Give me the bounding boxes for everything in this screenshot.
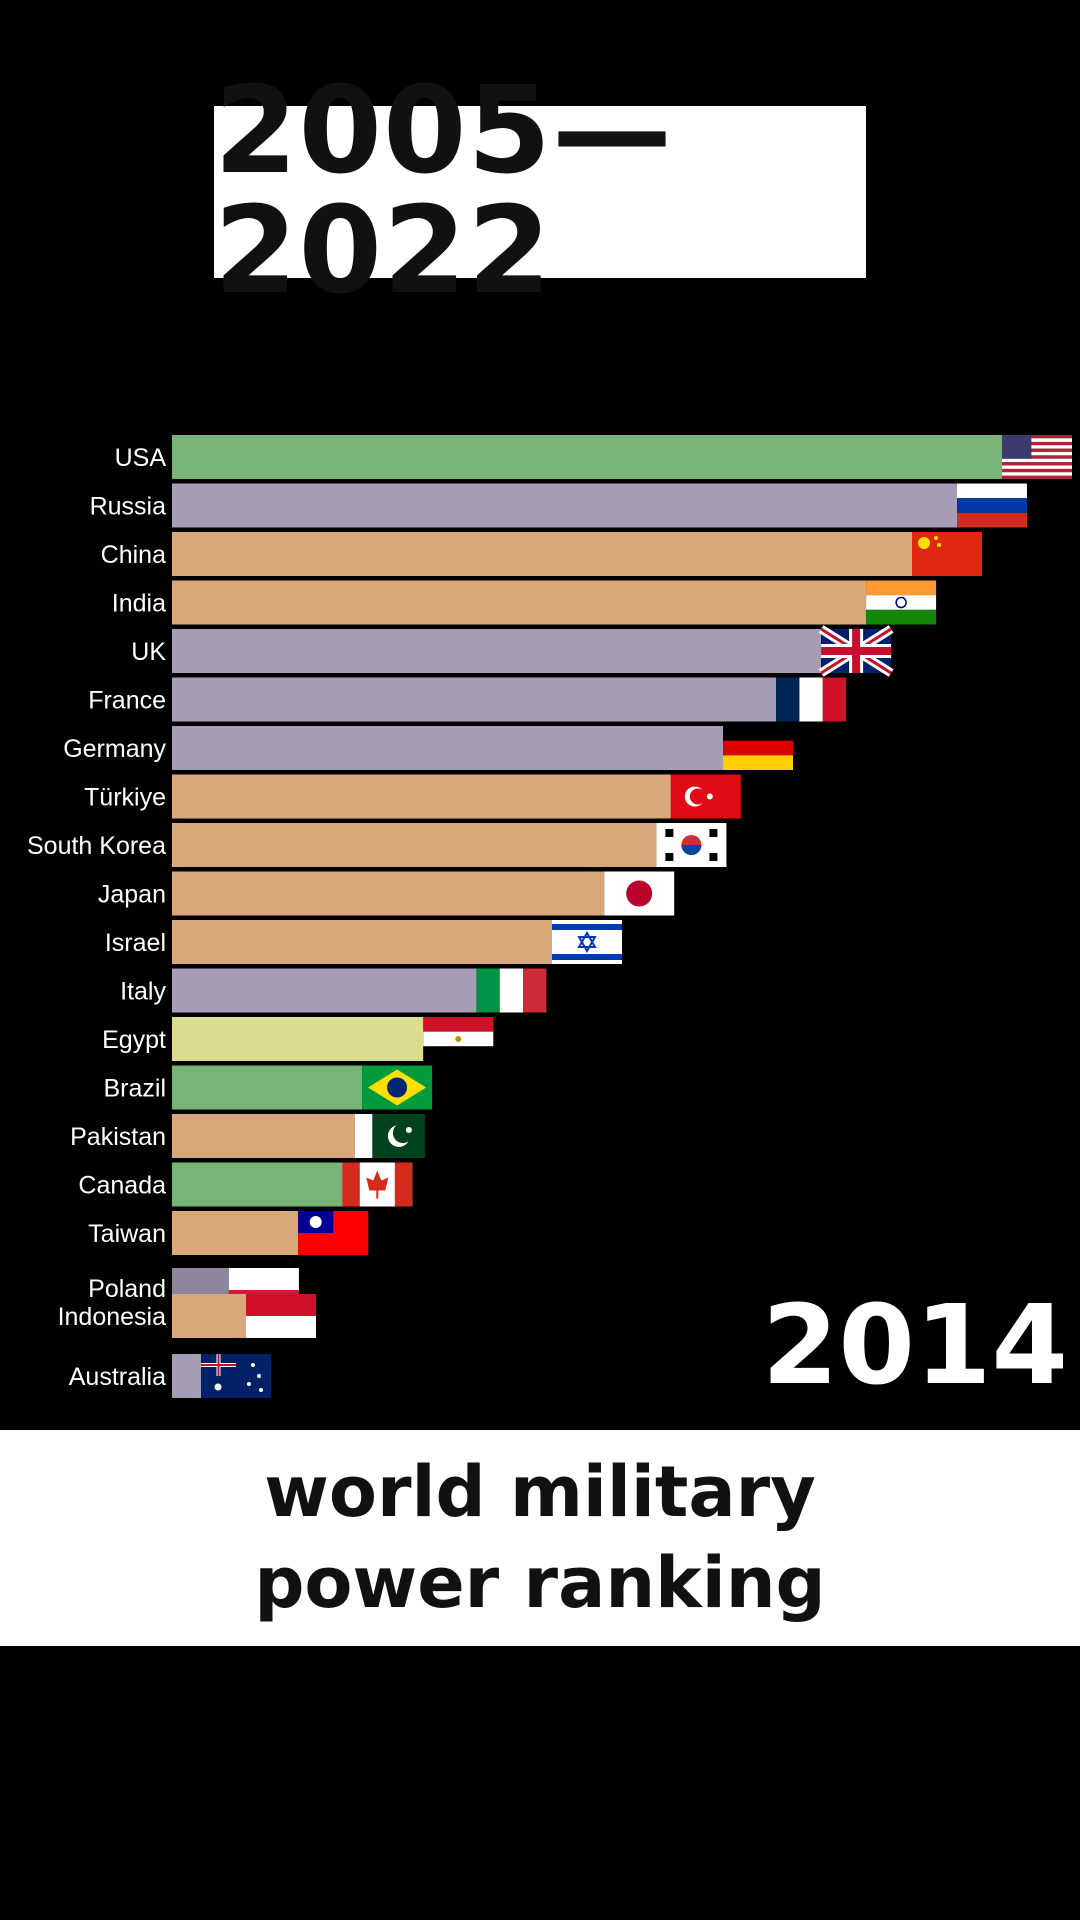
country-label: China xyxy=(101,541,166,569)
usa-flag-icon xyxy=(1002,435,1072,479)
china-flag-icon xyxy=(912,532,982,576)
bar xyxy=(172,532,912,576)
country-label: South Korea xyxy=(27,832,166,860)
turkiye-flag-icon xyxy=(670,774,741,819)
page-title: 2005—2022 xyxy=(214,62,673,321)
country-label: Indonesia xyxy=(58,1303,167,1331)
caption-banner: world military power ranking xyxy=(0,1430,1080,1646)
bar xyxy=(172,920,552,964)
year-counter: 2014 xyxy=(761,1281,1068,1409)
bar xyxy=(172,435,1002,479)
country-label: Russia xyxy=(90,493,167,521)
bar xyxy=(172,774,671,819)
country-label: Australia xyxy=(69,1363,166,1391)
country-label: India xyxy=(112,590,166,618)
egypt-flag-icon xyxy=(423,1017,494,1061)
uk-flag-icon xyxy=(818,625,894,677)
country-label: France xyxy=(88,687,166,715)
country-label: Japan xyxy=(98,881,166,909)
country-label: Türkiye xyxy=(84,784,166,812)
country-label: UK xyxy=(131,638,166,666)
caption: world military power ranking xyxy=(254,1451,826,1624)
country-label: USA xyxy=(115,444,167,472)
bar xyxy=(172,1017,424,1061)
country-label: Germany xyxy=(63,735,166,763)
canada-flag-icon xyxy=(342,1162,413,1207)
country-label: Italy xyxy=(120,978,166,1006)
country-label: Brazil xyxy=(103,1075,166,1103)
country-label: Poland xyxy=(88,1275,166,1303)
bar xyxy=(172,726,723,770)
brazil-flag-icon xyxy=(362,1065,433,1110)
country-label: Canada xyxy=(78,1172,166,1200)
bar-chart: USA Russia China India UK France Germany Türkiy… xyxy=(27,435,1072,1398)
bar xyxy=(172,580,867,625)
bar xyxy=(172,629,822,673)
country-label: Taiwan xyxy=(88,1220,166,1248)
country-label: Israel xyxy=(105,929,166,957)
taiwan-flag-icon xyxy=(298,1211,369,1255)
pakistan-flag-icon xyxy=(354,1114,425,1158)
bar xyxy=(172,1294,246,1338)
france-flag-icon xyxy=(776,677,847,722)
bar xyxy=(172,677,777,722)
bar xyxy=(172,1065,363,1110)
russia-flag-icon xyxy=(957,483,1027,528)
country-label: Egypt xyxy=(102,1026,166,1054)
india-flag-icon xyxy=(866,580,937,625)
indonesia-flag-icon xyxy=(246,1294,316,1338)
israel-flag-icon xyxy=(552,920,622,964)
bar xyxy=(172,483,957,528)
japan-flag-icon xyxy=(604,871,675,916)
bar xyxy=(172,1114,355,1158)
bar xyxy=(172,871,605,916)
bar xyxy=(172,1354,201,1398)
australia-flag-icon xyxy=(201,1354,271,1398)
country-label: Pakistan xyxy=(70,1123,166,1151)
south-korea-flag-icon xyxy=(656,823,727,867)
italy-flag-icon xyxy=(476,968,547,1013)
bar xyxy=(172,823,657,867)
germany-flag-icon xyxy=(723,726,793,770)
bar xyxy=(172,1162,343,1207)
bar xyxy=(172,968,477,1013)
bar xyxy=(172,1211,299,1255)
title-banner: 2005—2022 xyxy=(214,72,866,312)
